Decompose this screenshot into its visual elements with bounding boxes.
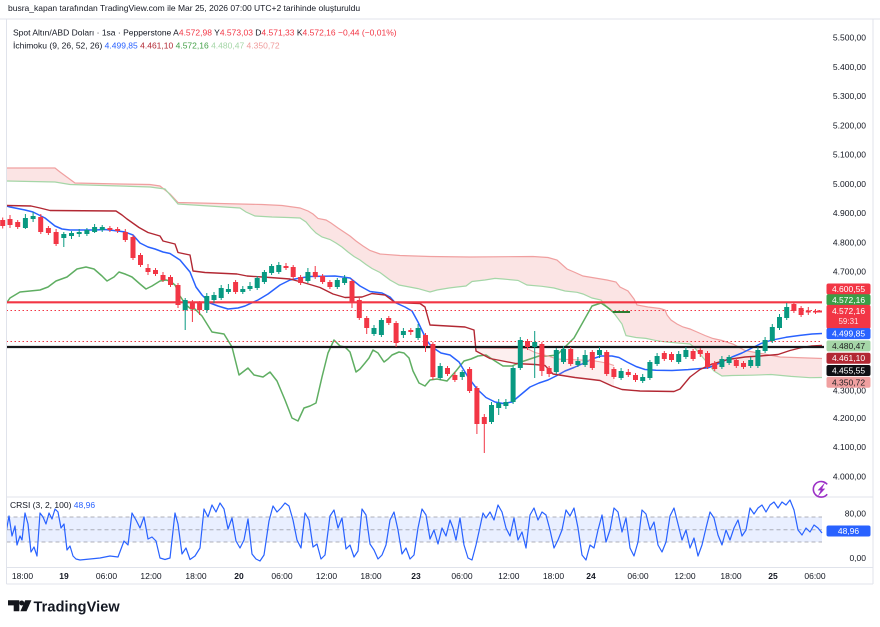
svg-text:06:00: 06:00 bbox=[271, 571, 293, 581]
svg-text:4.572,16: 4.572,16 bbox=[832, 295, 865, 305]
svg-text:06:00: 06:00 bbox=[804, 571, 826, 581]
svg-text:0,00: 0,00 bbox=[849, 553, 866, 563]
svg-text:18:00: 18:00 bbox=[12, 571, 34, 581]
svg-text:4.200,00: 4.200,00 bbox=[833, 413, 866, 423]
svg-text:59:31: 59:31 bbox=[838, 317, 859, 326]
svg-text:5.300,00: 5.300,00 bbox=[833, 91, 866, 101]
svg-text:12:00: 12:00 bbox=[140, 571, 162, 581]
svg-text:48,96: 48,96 bbox=[838, 526, 860, 536]
svg-text:4.350,72: 4.350,72 bbox=[832, 377, 865, 387]
svg-text:25: 25 bbox=[768, 571, 778, 581]
svg-text:Spot Altın/ABD Doları · 1sa ·: Spot Altın/ABD Doları · 1sa · Pepperston… bbox=[13, 28, 397, 38]
svg-text:4.455,55: 4.455,55 bbox=[832, 366, 865, 376]
svg-text:4.100,00: 4.100,00 bbox=[833, 442, 866, 452]
svg-text:80,00: 80,00 bbox=[845, 509, 867, 519]
svg-text:12:00: 12:00 bbox=[316, 571, 338, 581]
svg-text:5.500,00: 5.500,00 bbox=[833, 33, 866, 43]
svg-text:4.461,10: 4.461,10 bbox=[832, 353, 865, 363]
svg-text:busra_kapan tarafından Trading: busra_kapan tarafından TradingView.com i… bbox=[8, 3, 360, 13]
svg-text:4.480,47: 4.480,47 bbox=[832, 341, 865, 351]
svg-text:12:00: 12:00 bbox=[498, 571, 520, 581]
svg-text:CRSI (3, 2, 100) 48,96: CRSI (3, 2, 100) 48,96 bbox=[10, 500, 95, 510]
svg-text:5.400,00: 5.400,00 bbox=[833, 62, 866, 72]
svg-text:TradingView: TradingView bbox=[34, 600, 121, 616]
svg-text:4.700,00: 4.700,00 bbox=[833, 267, 866, 277]
svg-text:4.000,00: 4.000,00 bbox=[833, 471, 866, 481]
svg-text:06:00: 06:00 bbox=[451, 571, 473, 581]
svg-text:İchimoku (9, 26, 52, 26) 4.499: İchimoku (9, 26, 52, 26) 4.499,85 4.461,… bbox=[13, 41, 280, 51]
svg-text:4.300,00: 4.300,00 bbox=[833, 386, 866, 396]
svg-text:18:00: 18:00 bbox=[185, 571, 207, 581]
svg-text:4.800,00: 4.800,00 bbox=[833, 237, 866, 247]
svg-text:06:00: 06:00 bbox=[96, 571, 118, 581]
svg-text:5.000,00: 5.000,00 bbox=[833, 179, 866, 189]
svg-text:4.572,16: 4.572,16 bbox=[832, 306, 865, 316]
svg-text:18:00: 18:00 bbox=[360, 571, 382, 581]
svg-text:18:00: 18:00 bbox=[720, 571, 742, 581]
svg-text:4.600,55: 4.600,55 bbox=[832, 284, 865, 294]
svg-text:19: 19 bbox=[59, 571, 69, 581]
svg-text:18:00: 18:00 bbox=[543, 571, 565, 581]
svg-text:4.900,00: 4.900,00 bbox=[833, 208, 866, 218]
svg-text:5.200,00: 5.200,00 bbox=[833, 120, 866, 130]
svg-text:5.100,00: 5.100,00 bbox=[833, 150, 866, 160]
svg-text:06:00: 06:00 bbox=[627, 571, 649, 581]
svg-text:20: 20 bbox=[234, 571, 244, 581]
svg-text:23: 23 bbox=[411, 571, 421, 581]
svg-text:4.499,85: 4.499,85 bbox=[832, 329, 865, 339]
svg-text:24: 24 bbox=[586, 571, 596, 581]
svg-text:12:00: 12:00 bbox=[674, 571, 696, 581]
